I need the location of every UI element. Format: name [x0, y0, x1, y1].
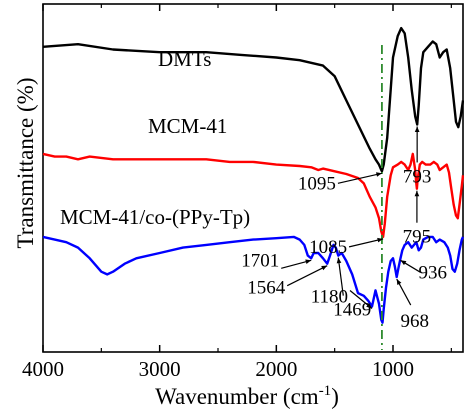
series-line [42, 26, 464, 173]
peak-arrowhead [366, 303, 372, 309]
series-label: MCM-41 [148, 114, 227, 138]
series-labels: DMTs MCM-41 MCM-41/co-(PPy-Tp) [60, 47, 250, 229]
peak-label: 793 [403, 166, 432, 187]
peak-arrowhead [376, 172, 382, 177]
x-axis: 4000 3000 2000 1000 [22, 4, 452, 381]
peak-arrowhead [336, 257, 342, 264]
peak-arrowhead [414, 190, 420, 197]
series-label: DMTs [158, 47, 211, 71]
peak-pointer [337, 257, 344, 296]
peak-arrowhead [305, 259, 312, 264]
series-line [42, 152, 464, 239]
peak-label: 1564 [247, 278, 286, 299]
peak-arrowhead [321, 265, 328, 271]
peak-label: 795 [403, 227, 432, 248]
spectrum-curves [42, 26, 464, 324]
x-axis-title-superscript: -1 [319, 383, 332, 399]
x-tick-label: 2000 [255, 357, 297, 381]
peak-pointer [348, 238, 384, 248]
peak-pointer [286, 265, 328, 287]
peak-pointer [337, 172, 383, 184]
peak-label: 1469 [333, 300, 371, 321]
y-axis-title: Transmittance (%) [13, 78, 38, 249]
x-axis-title-end: ) [331, 384, 339, 409]
x-tick-label: 3000 [139, 357, 181, 381]
x-axis-title: Wavenumber (cm-1) [155, 383, 339, 409]
peak-arrowhead [377, 237, 384, 243]
peak-label: 1085 [309, 237, 347, 258]
peak-label: 968 [400, 311, 429, 332]
series-label: MCM-41/co-(PPy-Tp) [60, 205, 250, 229]
peak-label: 936 [418, 262, 447, 283]
x-axis-title-main: Wavenumber (cm [155, 384, 319, 409]
peak-label: 1701 [241, 250, 279, 271]
peak-label: 1180 [311, 286, 348, 307]
series-line [42, 235, 464, 324]
peak-arrowhead [400, 260, 407, 266]
peak-label: 1095 [298, 173, 336, 194]
x-tick-label: 1000 [372, 357, 414, 381]
peak-arrowhead [396, 279, 402, 286]
x-tick-label: 4000 [22, 357, 64, 381]
peak-arrowhead [414, 126, 420, 132]
